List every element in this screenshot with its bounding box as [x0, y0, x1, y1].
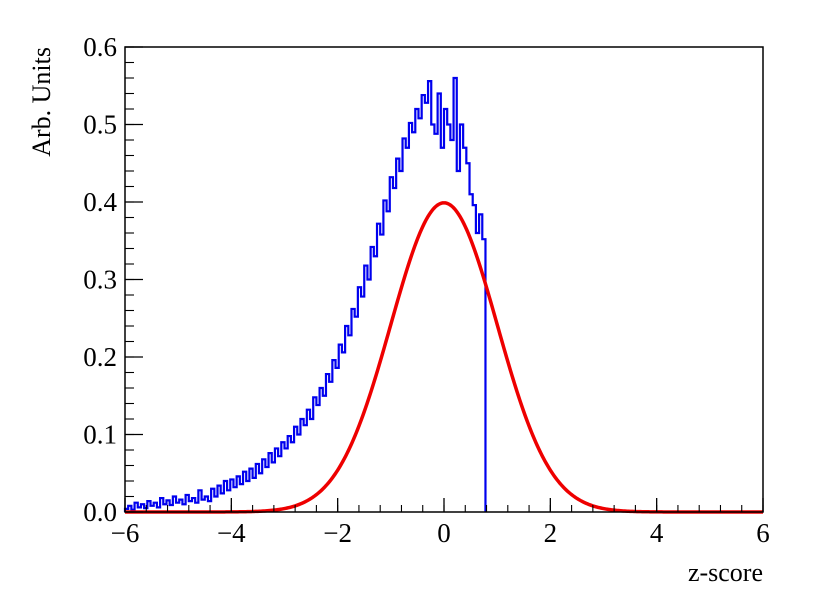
x-tick-label: 2: [544, 518, 558, 548]
y-tick-label: 0.5: [83, 110, 117, 140]
x-axis-title: z-score: [688, 558, 763, 587]
x-tick-label: 6: [756, 518, 770, 548]
x-tick-label: −2: [323, 518, 352, 548]
y-tick-label: 0.4: [83, 187, 117, 217]
y-axis-title: Arb. Units: [27, 47, 56, 157]
x-tick-label: 4: [650, 518, 664, 548]
x-tick-label: 0: [437, 518, 451, 548]
x-tick-label: −6: [111, 518, 140, 548]
histogram-series: [123, 76, 487, 512]
y-tick-label: 0.1: [83, 420, 117, 450]
y-tick-label: 0.2: [83, 342, 117, 372]
y-tick-label: 0.0: [83, 497, 117, 527]
x-tick-label: −4: [217, 518, 246, 548]
y-tick-label: 0.3: [83, 265, 117, 295]
y-tick-label: 0.6: [83, 32, 117, 62]
axes: −6 −4 −2 0 2 4 6 0.0 0.1 0.2 0.3 0.4 0.5 0.6: [83, 32, 770, 548]
